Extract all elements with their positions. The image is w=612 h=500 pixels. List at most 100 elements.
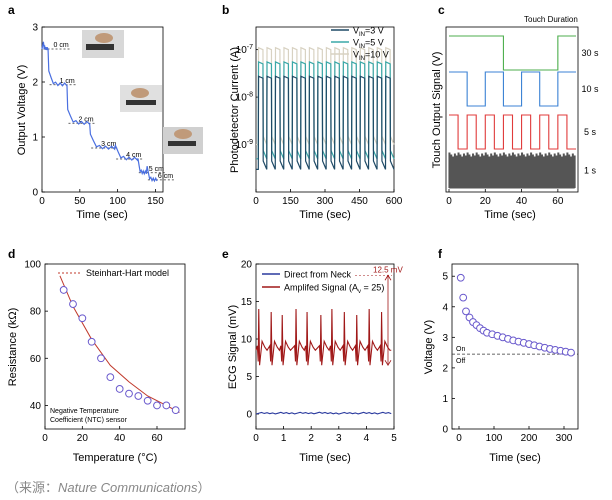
panel-e-ytick-label: 15 <box>241 297 253 308</box>
panel-b-ytick-label: 10-8 <box>236 92 253 104</box>
panel-c-label: c <box>438 3 445 17</box>
panel-c-xtick-label: 20 <box>480 196 492 207</box>
panel-b-xtick-label: 600 <box>386 196 403 207</box>
panel-e-amplified-trace <box>255 308 392 366</box>
panel-c-xtick-label: 0 <box>446 196 452 207</box>
panel-b-xtick-label: 150 <box>282 196 299 207</box>
panel-a: a 0 50 100 150 0 1 2 3 0 cm 1 cm 2 cm 3 cm 4 cm 5 cm… <box>8 3 203 221</box>
panel-f-ytick-label: 1 <box>442 394 448 405</box>
panel-f-ytick-label: 2 <box>442 363 448 374</box>
panel-a-level-label: 2 cm <box>78 116 93 123</box>
panel-b-series-line <box>256 61 395 160</box>
panel-a-axes <box>41 26 164 193</box>
panel-f-xlabel: Time (sec) <box>489 452 541 464</box>
panel-d-xtick-label: 0 <box>42 433 48 444</box>
panel-d-sensor-note-1: Negative Temperature <box>50 408 119 415</box>
panel-f-data-point <box>462 307 470 316</box>
panel-b-xtick-label: 300 <box>317 196 334 207</box>
panel-e-ytick-label: 0 <box>246 410 252 421</box>
panel-d-ytick-label: 40 <box>30 401 42 412</box>
panel-b-xtick-label: 450 <box>351 196 368 207</box>
panel-b: b 0 150 300 450 600 10-9 10-8 10-7 VIN=3 VVIN=5… <box>222 3 403 221</box>
panel-b-legend-label: VIN=5 V <box>353 38 384 51</box>
panel-e-label: e <box>222 247 229 261</box>
panel-d-xtick-label: 40 <box>114 433 126 444</box>
panel-d-data-point <box>87 337 96 346</box>
panel-e-ytick-label: 10 <box>241 335 253 346</box>
panel-c-trace <box>449 35 576 71</box>
panel-f-xtick-label: 200 <box>521 433 538 444</box>
panel-b-series-line <box>256 46 395 146</box>
panel-d-ytick-label: 80 <box>30 307 42 318</box>
source-journal: Nature Communications <box>58 480 198 495</box>
panel-c-trace-label: 5 s <box>584 127 597 137</box>
panel-c-xtick-label: 40 <box>516 196 528 207</box>
panel-a-level-label: 4 cm <box>126 152 141 159</box>
panel-c-trace <box>449 71 576 107</box>
panel-c-legend-title: Touch Duration <box>524 15 578 24</box>
panel-d-ytick-label: 100 <box>24 260 41 271</box>
panel-d-data-point <box>153 401 161 410</box>
panel-f-ytick-label: 4 <box>442 302 448 313</box>
panel-f-xtick-label: 100 <box>486 433 503 444</box>
panel-a-inset-photo-1 <box>82 30 124 58</box>
panel-e-legend-label: Direct from Neck <box>284 270 352 280</box>
panel-e-xtick-label: 0 <box>253 433 259 444</box>
panel-c-trace-label: 1 s <box>584 166 597 176</box>
panel-c-trace <box>449 114 576 150</box>
panel-a-ytick-label: 1 <box>32 133 38 144</box>
panel-b-legend-label: VIN=10 V <box>353 50 389 63</box>
panel-d-axes <box>44 263 186 430</box>
panel-d-data-point <box>162 401 171 410</box>
panel-a-voltage-trace <box>41 41 158 183</box>
panel-b-label: b <box>222 3 229 17</box>
source-caption: （来源：Nature Communications） <box>6 477 210 496</box>
panel-f-ylabel: Voltage (V) <box>423 320 435 374</box>
panel-d-data-point <box>69 300 77 308</box>
panel-d-data-point <box>134 392 143 400</box>
panel-a-ylabel: Output Voltage (V) <box>16 65 28 156</box>
panel-a-xtick-label: 100 <box>109 196 126 207</box>
panel-b-ytick-label: 10-9 <box>236 139 253 151</box>
panel-d-xlabel: Temperature (°C) <box>73 452 157 464</box>
panel-a-ytick-label: 0 <box>32 188 38 199</box>
panel-f-ytick-label: 5 <box>442 272 448 283</box>
panel-e-ytick-label: 20 <box>241 260 253 271</box>
panel-f-data-point <box>459 293 468 302</box>
panel-c-trace-label: 30 s <box>581 48 599 58</box>
panel-c-axes <box>445 26 579 193</box>
source-prefix: （来源： <box>6 480 59 495</box>
panel-e-axes <box>255 263 395 430</box>
panel-a-level-label: 5 cm <box>149 166 164 173</box>
panel-e-xtick-label: 1 <box>281 433 287 444</box>
panel-b-xlabel: Time (sec) <box>299 209 351 221</box>
panel-a-xtick-label: 150 <box>147 196 164 207</box>
panel-c-trace-label: 10 s <box>581 84 599 94</box>
panel-a-xlabel: Time (sec) <box>76 209 128 221</box>
panel-a-inset-photo-3 <box>163 127 203 154</box>
panel-d-data-point <box>97 354 105 363</box>
panel-a-label: a <box>8 3 15 17</box>
panel-f-ytick-label: 3 <box>442 333 448 344</box>
panel-d-data-point <box>78 314 87 323</box>
panel-d-data-point <box>59 286 68 294</box>
panel-f-axes <box>451 263 579 430</box>
panel-d-data-point <box>171 406 180 415</box>
panel-f: f 0 100 200 300 0 1 2 3 4 5 On Off Time (sec) Volt… <box>423 247 579 464</box>
panel-e-xtick-label: 2 <box>308 433 314 444</box>
panel-e-direct-trace <box>255 411 392 415</box>
panel-c: c Touch Duration 0 20 40 60 30 s10 s5 s1 s … <box>431 3 599 221</box>
panel-d-xtick-label: 20 <box>77 433 89 444</box>
panel-e-xlabel: Time (sec) <box>299 452 351 464</box>
panel-f-xtick-label: 0 <box>456 433 462 444</box>
panel-b-ylabel: Photodetector Current (A) <box>229 47 241 173</box>
panel-a-xtick-label: 50 <box>74 196 86 207</box>
panel-a-level-label: 3 cm <box>101 141 116 148</box>
panel-d-data-point <box>143 396 152 405</box>
panel-e-arrow-head-bottom <box>384 360 392 367</box>
panel-a-inset-photo-2 <box>120 85 162 112</box>
panel-d-label: d <box>8 247 15 261</box>
panel-c-xtick-label: 60 <box>552 196 564 207</box>
panel-a-ytick-label: 3 <box>32 23 38 34</box>
